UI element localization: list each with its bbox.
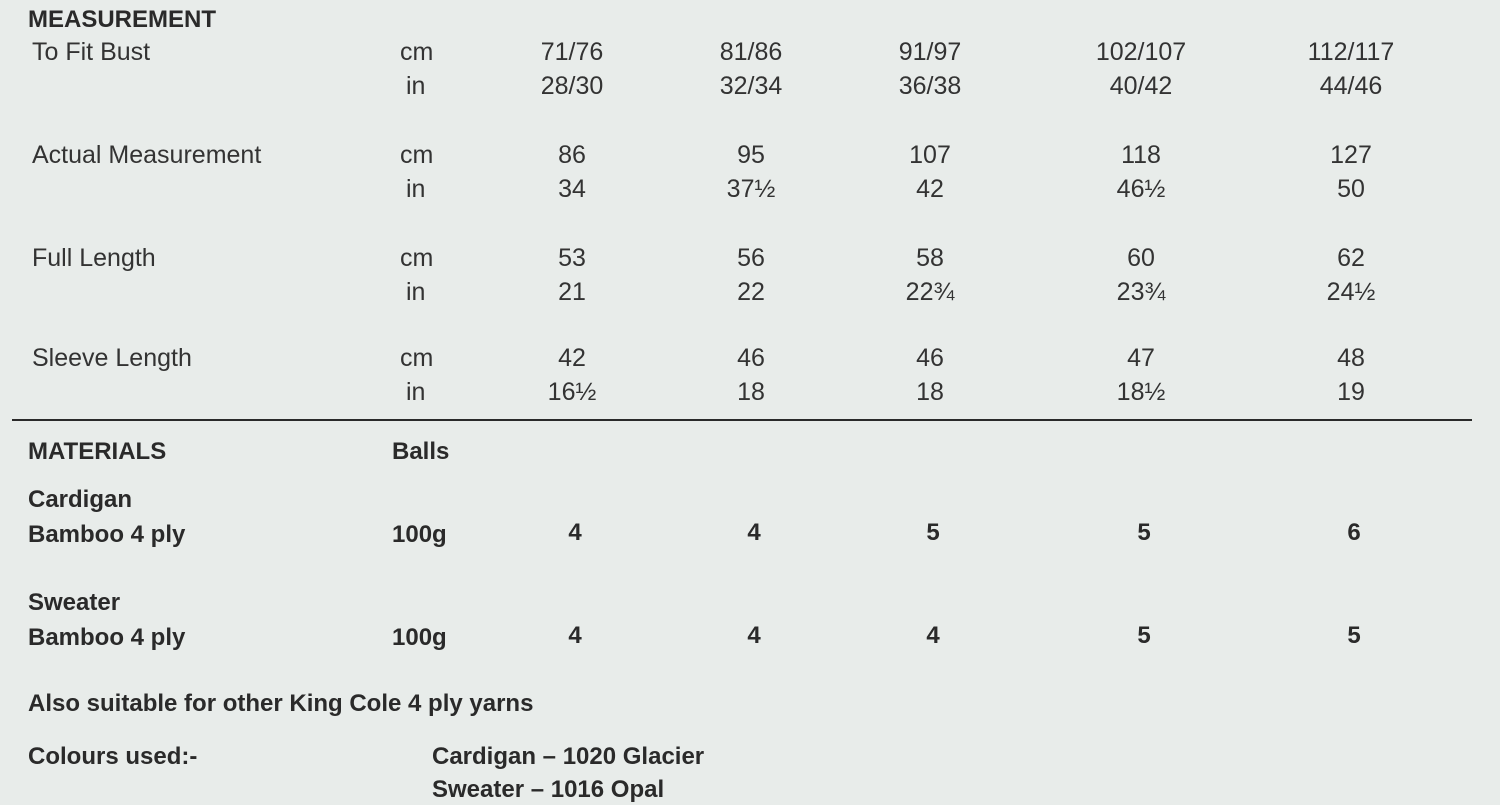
value-in: 46½ bbox=[1116, 175, 1166, 203]
value-in: 28/30 bbox=[540, 72, 604, 100]
unit-in: in bbox=[406, 278, 426, 306]
unit-in: in bbox=[406, 175, 426, 203]
ball-count: 4 bbox=[926, 622, 940, 649]
measurement-label: Sleeve Length bbox=[32, 344, 192, 372]
unit-cm: cm bbox=[400, 38, 434, 66]
value-in: 37½ bbox=[726, 175, 776, 203]
value-cm: 58 bbox=[916, 244, 944, 272]
garment-name: Sweater bbox=[28, 589, 121, 616]
value-in: 16½ bbox=[547, 378, 597, 406]
value-cm: 127 bbox=[1330, 141, 1372, 169]
value-in: 21 bbox=[558, 278, 586, 306]
value-in: 18 bbox=[916, 378, 944, 406]
value-in: 36/38 bbox=[898, 72, 962, 100]
value-cm: 48 bbox=[1337, 344, 1365, 372]
yarn-name: Bamboo 4 ply bbox=[28, 521, 186, 548]
unit-cm: cm bbox=[400, 141, 434, 169]
ball-count: 5 bbox=[1137, 519, 1151, 546]
value-in: 23¾ bbox=[1116, 278, 1166, 306]
yarn-name: Bamboo 4 ply bbox=[28, 624, 186, 651]
colours-label: Colours used:- bbox=[28, 743, 198, 770]
value-in: 22 bbox=[737, 278, 765, 306]
value-cm: 71/76 bbox=[540, 38, 604, 66]
value-cm: 46 bbox=[916, 344, 944, 372]
ball-count: 6 bbox=[1347, 519, 1361, 546]
ball-count: 4 bbox=[747, 622, 761, 649]
value-cm: 102/107 bbox=[1095, 38, 1187, 66]
yarn-weight: 100g bbox=[392, 521, 447, 548]
unit-cm: cm bbox=[400, 344, 434, 372]
value-cm: 95 bbox=[737, 141, 765, 169]
value-cm: 53 bbox=[558, 244, 586, 272]
ball-count: 4 bbox=[568, 519, 582, 546]
value-cm: 56 bbox=[737, 244, 765, 272]
value-in: 24½ bbox=[1326, 278, 1376, 306]
yarn-note: Also suitable for other King Cole 4 ply … bbox=[28, 690, 534, 717]
value-cm: 42 bbox=[558, 344, 586, 372]
value-in: 34 bbox=[558, 175, 586, 203]
value-cm: 46 bbox=[737, 344, 765, 372]
value-in: 19 bbox=[1337, 378, 1365, 406]
value-in: 22¾ bbox=[905, 278, 955, 306]
unit-cm: cm bbox=[400, 244, 434, 272]
value-cm: 91/97 bbox=[898, 38, 962, 66]
section-divider bbox=[12, 419, 1472, 421]
ball-count: 5 bbox=[926, 519, 940, 546]
garment-name: Cardigan bbox=[28, 486, 133, 513]
value-cm: 62 bbox=[1337, 244, 1365, 272]
value-in: 42 bbox=[916, 175, 944, 203]
ball-count: 4 bbox=[568, 622, 582, 649]
measurement-heading: MEASUREMENT bbox=[28, 6, 217, 33]
ball-count: 5 bbox=[1137, 622, 1151, 649]
colour-sweater: Sweater – 1016 Opal bbox=[432, 776, 665, 803]
value-in: 18 bbox=[737, 378, 765, 406]
value-cm: 112/117 bbox=[1307, 38, 1395, 66]
measurement-label: Full Length bbox=[32, 244, 156, 272]
ball-count: 5 bbox=[1347, 622, 1361, 649]
colour-cardigan: Cardigan – 1020 Glacier bbox=[432, 743, 705, 770]
value-in: 50 bbox=[1337, 175, 1365, 203]
measurement-label: To Fit Bust bbox=[32, 38, 151, 66]
value-in: 18½ bbox=[1116, 378, 1166, 406]
measurement-label: Actual Measurement bbox=[32, 141, 262, 169]
value-cm: 107 bbox=[909, 141, 951, 169]
value-in: 32/34 bbox=[719, 72, 783, 100]
value-in: 40/42 bbox=[1109, 72, 1173, 100]
balls-heading: Balls bbox=[392, 438, 450, 465]
unit-in: in bbox=[406, 378, 426, 406]
value-cm: 81/86 bbox=[719, 38, 783, 66]
value-cm: 47 bbox=[1127, 344, 1155, 372]
unit-in: in bbox=[406, 72, 426, 100]
materials-heading: MATERIALS bbox=[28, 438, 167, 465]
value-cm: 86 bbox=[558, 141, 586, 169]
value-cm: 118 bbox=[1121, 141, 1161, 169]
value-cm: 60 bbox=[1127, 244, 1155, 272]
value-in: 44/46 bbox=[1319, 72, 1383, 100]
yarn-weight: 100g bbox=[392, 624, 447, 651]
ball-count: 4 bbox=[747, 519, 761, 546]
